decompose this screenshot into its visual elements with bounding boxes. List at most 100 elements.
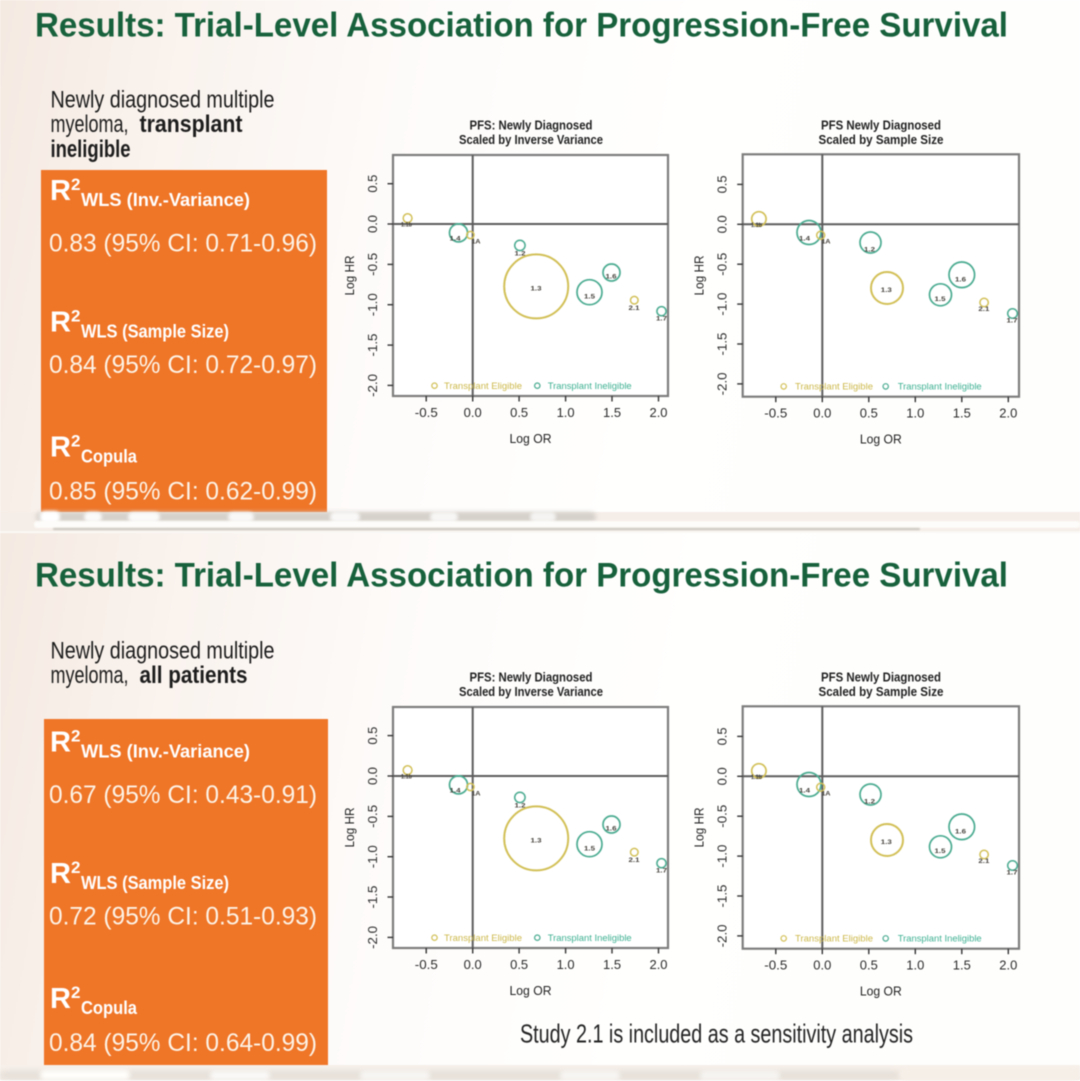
svg-text:1.5: 1.5 — [584, 846, 595, 853]
svg-text:2.0: 2.0 — [999, 407, 1017, 421]
svg-text:0.5: 0.5 — [860, 407, 878, 421]
svg-text:0.84 (95% CI: 0.64-0.99): 0.84 (95% CI: 0.64-0.99) — [49, 1029, 317, 1057]
svg-text:Transplant Ineligible: Transplant Ineligible — [898, 382, 982, 393]
svg-text:-1.0: -1.0 — [716, 293, 730, 316]
svg-text:Transplant Ineligible: Transplant Ineligible — [548, 381, 632, 392]
svg-text:1.5: 1.5 — [603, 406, 621, 420]
svg-text:2.0: 2.0 — [999, 959, 1017, 973]
svg-text:-0.5: -0.5 — [764, 959, 787, 973]
svg-text:R: R — [50, 727, 71, 759]
svg-text:transplant: transplant — [140, 111, 243, 138]
svg-text:Results: Trial-Level Associati: Results: Trial-Level Association for Pro… — [35, 6, 1008, 44]
svg-text:WLS (Inv.-Variance): WLS (Inv.-Variance) — [81, 190, 250, 210]
svg-text:Scaled by Sample Size: Scaled by Sample Size — [819, 684, 944, 699]
svg-text:1.6: 1.6 — [606, 274, 617, 281]
svg-text:2.0: 2.0 — [650, 406, 668, 420]
svg-text:0.5: 0.5 — [860, 959, 878, 973]
svg-text:-0.5: -0.5 — [415, 958, 438, 972]
svg-text:Transplant Eligible: Transplant Eligible — [444, 933, 522, 944]
svg-text:1A: 1A — [472, 239, 481, 246]
svg-text:0.0: 0.0 — [813, 407, 831, 421]
svg-text:1.1b: 1.1b — [751, 774, 762, 781]
svg-text:1.2: 1.2 — [864, 247, 875, 254]
svg-text:1.4: 1.4 — [799, 788, 810, 795]
svg-text:Transplant Eligible: Transplant Eligible — [795, 934, 873, 945]
svg-text:myeloma,: myeloma, — [51, 111, 129, 138]
svg-text:0.5: 0.5 — [510, 406, 528, 420]
svg-text:0.0: 0.0 — [366, 767, 380, 785]
svg-text:Newly diagnosed multiple: Newly diagnosed multiple — [51, 86, 275, 113]
svg-text:PFS: Newly Diagnosed: PFS: Newly Diagnosed — [470, 118, 593, 133]
svg-text:1.3: 1.3 — [531, 286, 542, 293]
svg-text:1.5: 1.5 — [953, 407, 971, 421]
svg-text:1.7: 1.7 — [656, 316, 667, 323]
svg-text:0.0: 0.0 — [366, 215, 380, 233]
svg-text:1.6: 1.6 — [606, 826, 617, 833]
svg-text:1A: 1A — [822, 791, 831, 798]
svg-text:-1.5: -1.5 — [366, 886, 380, 909]
svg-text:-0.5: -0.5 — [415, 406, 438, 420]
svg-text:2: 2 — [71, 858, 80, 877]
svg-text:0.5: 0.5 — [716, 175, 730, 193]
svg-text:1.0: 1.0 — [557, 958, 575, 972]
svg-text:-0.5: -0.5 — [716, 253, 730, 276]
svg-text:PFS: Newly Diagnosed: PFS: Newly Diagnosed — [470, 670, 593, 685]
svg-text:ineligible: ineligible — [51, 136, 131, 163]
svg-text:0.5: 0.5 — [510, 958, 528, 972]
svg-text:PFS Newly Diagnosed: PFS Newly Diagnosed — [821, 118, 941, 133]
svg-text:-0.5: -0.5 — [764, 407, 787, 421]
svg-text:0.5: 0.5 — [366, 727, 380, 745]
svg-text:Log OR: Log OR — [510, 431, 552, 446]
svg-text:1.1b: 1.1b — [401, 222, 412, 229]
svg-text:1.2: 1.2 — [515, 803, 526, 810]
svg-text:WLS (Sample Size): WLS (Sample Size) — [81, 322, 229, 342]
svg-text:-0.5: -0.5 — [366, 805, 380, 828]
svg-text:1A: 1A — [822, 239, 831, 246]
svg-text:Transplant Ineligible: Transplant Ineligible — [548, 933, 632, 944]
svg-text:Log HR: Log HR — [342, 808, 357, 848]
svg-text:Study 2.1 is included as a sen: Study 2.1 is included as a sensitivity a… — [520, 1019, 913, 1049]
svg-text:1.6: 1.6 — [955, 829, 966, 836]
svg-text:1.2: 1.2 — [515, 251, 526, 258]
svg-text:1.0: 1.0 — [906, 407, 924, 421]
svg-text:WLS (Sample Size): WLS (Sample Size) — [81, 873, 229, 893]
svg-text:2: 2 — [71, 175, 80, 194]
svg-text:1.1b: 1.1b — [751, 222, 762, 229]
svg-text:0.0: 0.0 — [464, 958, 482, 972]
svg-text:Scaled by Inverse Variance: Scaled by Inverse Variance — [459, 132, 603, 147]
svg-text:0.67 (95% CI: 0.43-0.91): 0.67 (95% CI: 0.43-0.91) — [49, 781, 317, 809]
svg-text:Scaled by Sample Size: Scaled by Sample Size — [819, 132, 944, 147]
svg-text:Transplant Eligible: Transplant Eligible — [795, 382, 873, 393]
svg-text:R: R — [50, 175, 71, 207]
svg-text:1.2: 1.2 — [864, 799, 875, 806]
svg-text:Copula: Copula — [81, 447, 138, 467]
svg-text:2.1: 2.1 — [978, 858, 989, 865]
svg-text:0.0: 0.0 — [813, 959, 831, 973]
svg-text:0.84 (95% CI: 0.72-0.97): 0.84 (95% CI: 0.72-0.97) — [49, 351, 317, 379]
svg-text:1.0: 1.0 — [557, 406, 575, 420]
svg-text:2: 2 — [71, 307, 80, 326]
svg-text:1.4: 1.4 — [799, 236, 810, 243]
svg-text:-1.0: -1.0 — [366, 845, 380, 868]
svg-text:0.83 (95% CI: 0.71-0.96): 0.83 (95% CI: 0.71-0.96) — [49, 230, 317, 258]
svg-text:Log HR: Log HR — [692, 808, 707, 848]
svg-text:1.3: 1.3 — [881, 839, 892, 846]
svg-text:0.0: 0.0 — [464, 406, 482, 420]
svg-text:1.1b: 1.1b — [401, 774, 412, 781]
svg-text:Transplant Ineligible: Transplant Ineligible — [898, 934, 982, 945]
svg-text:Scaled by Inverse Variance: Scaled by Inverse Variance — [459, 684, 603, 699]
svg-text:1.3: 1.3 — [531, 838, 542, 845]
svg-text:Log HR: Log HR — [692, 256, 707, 296]
svg-text:-2.0: -2.0 — [366, 926, 380, 949]
svg-text:Results: Trial-Level Associati: Results: Trial-Level Association for Pro… — [35, 556, 1008, 594]
svg-text:Transplant Eligible: Transplant Eligible — [444, 381, 522, 392]
svg-text:2: 2 — [71, 727, 80, 746]
svg-text:-0.5: -0.5 — [716, 805, 730, 828]
svg-text:PFS Newly Diagnosed: PFS Newly Diagnosed — [821, 670, 941, 685]
svg-text:1.7: 1.7 — [656, 868, 667, 875]
svg-text:1.7: 1.7 — [1007, 318, 1018, 325]
svg-text:-1.5: -1.5 — [716, 884, 730, 907]
svg-text:0.85 (95% CI: 0.62-0.99): 0.85 (95% CI: 0.62-0.99) — [49, 478, 317, 506]
svg-text:1.6: 1.6 — [955, 277, 966, 284]
svg-text:1.0: 1.0 — [906, 959, 924, 973]
